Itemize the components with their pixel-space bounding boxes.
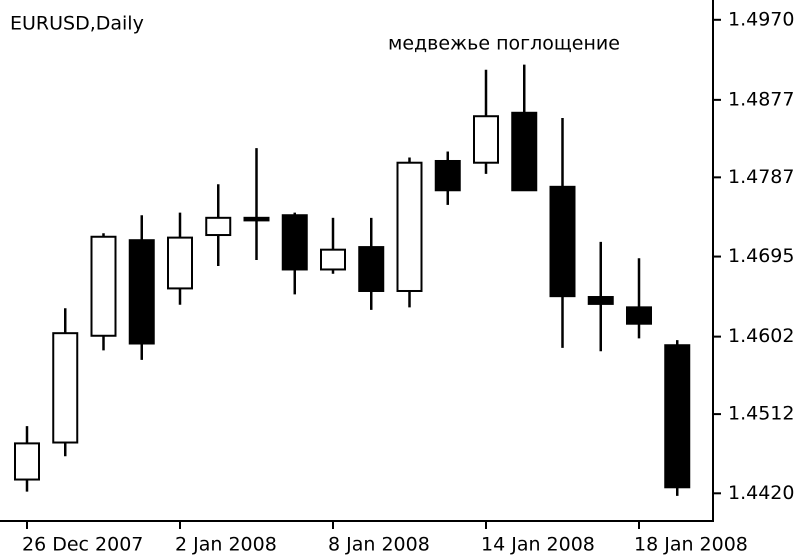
candle-body: [626, 306, 652, 325]
candle-body: [320, 248, 346, 271]
candle-body: [473, 115, 499, 164]
y-tick-label: 1.4695: [728, 245, 794, 267]
annotation: медвежье поглощение: [388, 33, 620, 55]
candle-body: [587, 296, 614, 305]
x-tick-label: 18 Jan 2008: [634, 534, 748, 556]
y-tick-label: 1.4787: [728, 166, 794, 188]
candle-body: [90, 235, 117, 337]
candle-body: [243, 216, 270, 222]
x-tick-label: 14 Jan 2008: [481, 534, 595, 556]
candle-body: [281, 214, 308, 271]
candle-body: [511, 111, 538, 192]
y-tick-label: 1.4602: [728, 325, 794, 347]
candle-body: [396, 161, 423, 292]
chart-title: EURUSD,Daily: [10, 13, 144, 35]
candle-body: [549, 185, 576, 298]
candle-body: [664, 344, 691, 489]
y-tick-label: 1.4420: [728, 482, 794, 504]
candle-body: [167, 236, 193, 290]
y-tick-label: 1.4512: [728, 403, 794, 425]
candle-body: [128, 239, 155, 345]
x-tick-label: 2 Jan 2008: [175, 534, 277, 556]
x-tick-label: 8 Jan 2008: [328, 534, 430, 556]
candle-body: [205, 216, 232, 237]
candle-body: [358, 246, 385, 292]
y-tick-label: 1.4877: [728, 88, 794, 110]
candle-body: [52, 332, 79, 444]
y-tick-label: 1.4970: [728, 8, 794, 30]
x-tick-label: 26 Dec 2007: [22, 534, 143, 556]
candle-body: [14, 442, 40, 481]
candle-body: [434, 159, 461, 192]
